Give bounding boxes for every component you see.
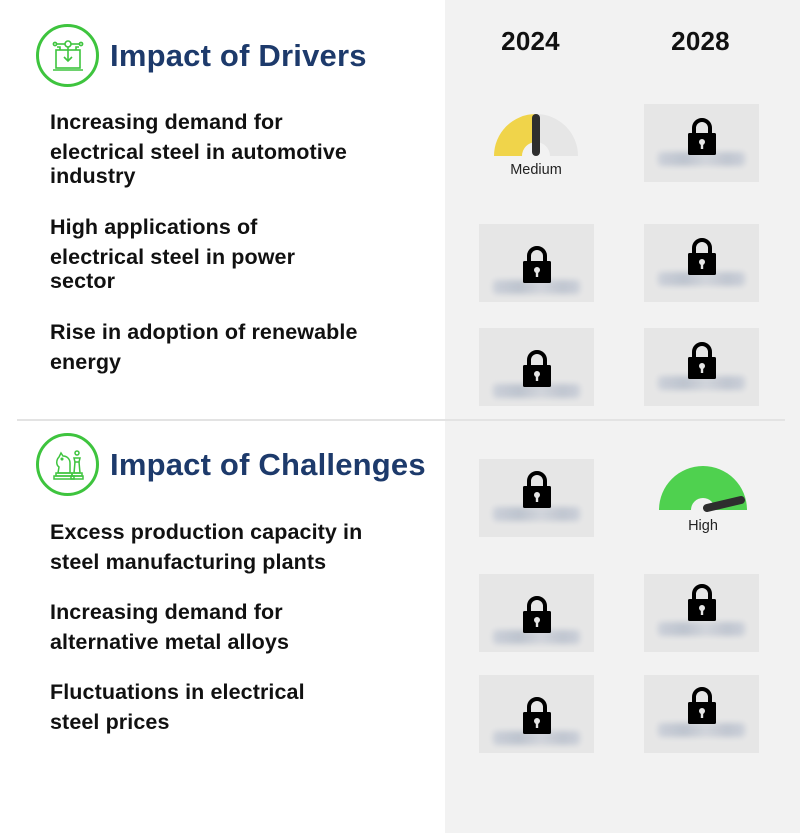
blurred-value [493,384,580,398]
lock-icon [687,118,716,155]
blurred-value [658,622,745,636]
locked-cell-challenge1-2028[interactable] [644,574,759,652]
blurred-value [658,272,745,286]
blurred-value [658,376,745,390]
blurred-value [658,723,745,737]
factor-line: High applications of [50,215,258,239]
drivers-title: Impact of Drivers [110,37,367,73]
factor-line: Excess production capacity in [50,520,363,544]
lock-icon [522,471,551,508]
chess-pieces-icon [36,433,99,496]
drivers-section-header: Impact of Drivers [36,24,367,87]
section-divider [17,419,785,421]
locked-cell-challenge2-2024[interactable] [479,675,594,753]
challenges-section-header: Impact of Challenges [36,433,426,496]
lock-icon [522,350,551,387]
driver-factor-3: Rise in adoption of renewable energy [50,318,358,376]
locked-cell-driver2-2028[interactable] [644,224,759,302]
factor-line: Increasing demand for [50,600,283,624]
locked-cell-driver3-2024[interactable] [479,328,594,406]
year-header-2024: 2024 [501,26,560,56]
driver-factor-2: High applications of electrical steel in… [50,213,295,295]
gauge-medium: Medium [490,112,582,182]
factor-line: Fluctuations in electrical [50,680,305,704]
lock-icon [687,584,716,621]
locked-cell-challenges-2024[interactable] [479,459,594,537]
blurred-value [493,280,580,294]
locked-cell-driver3-2028[interactable] [644,328,759,406]
factor-line: Rise in adoption of renewable [50,320,358,344]
lock-icon [687,342,716,379]
factor-line: Increasing demand for [50,110,283,134]
gauge-label-medium: Medium [510,162,562,178]
driver-factor-1: Increasing demand for electrical steel i… [50,108,347,190]
factor-line: electrical steel in automotive [50,140,347,164]
blurred-value [658,152,745,166]
locked-cell-driver1-2028[interactable] [644,104,759,182]
factor-line: steel prices [50,710,170,734]
locked-cell-challenge2-2028[interactable] [644,675,759,753]
lock-icon [522,697,551,734]
locked-cell-driver2-2024[interactable] [479,224,594,302]
gauge-label-high: High [688,518,718,534]
lock-icon [687,238,716,275]
factor-line: energy [50,350,122,374]
locked-cell-challenge1-2024[interactable] [479,574,594,652]
challenges-title: Impact of Challenges [110,446,426,482]
blurred-value [493,731,580,745]
factor-line: steel manufacturing plants [50,550,327,574]
blurred-value [493,630,580,644]
lock-icon [522,246,551,283]
blurred-value [493,507,580,521]
year-header-2028: 2028 [671,26,730,56]
gauge-high: High [657,466,749,538]
factor-line: sector [50,269,116,293]
challenge-factor-3: Fluctuations in electrical steel prices [50,678,305,736]
challenge-factor-2: Increasing demand for alternative metal … [50,598,289,656]
factor-line: electrical steel in power [50,245,296,269]
factor-line: industry [50,164,136,188]
circuit-monitor-icon [36,24,99,87]
challenge-factor-1: Excess production capacity in steel manu… [50,518,362,576]
lock-icon [687,687,716,724]
lock-icon [522,596,551,633]
factor-line: alternative metal alloys [50,630,290,654]
